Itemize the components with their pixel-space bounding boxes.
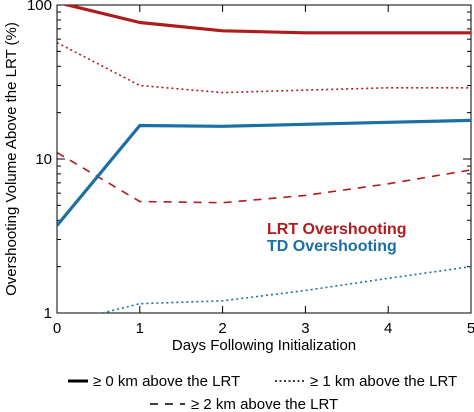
y-tick-label: 10: [35, 151, 52, 168]
annotation-td-overshooting: TD Overshooting: [267, 238, 397, 255]
x-tick-labels: 0 1 2 3 4 5: [53, 320, 474, 337]
series-lines: [57, 5, 471, 313]
y-tick-label: 1: [44, 305, 52, 322]
legend-label-0km: ≥ 0 km above the LRT: [93, 373, 240, 390]
legend-label-2km: ≥ 2 km above the LRT: [191, 396, 338, 412]
y-axis-title: Overshooting Volume Above the LRT (%): [3, 22, 20, 296]
annotation-lrt-overshooting: LRT Overshooting: [267, 221, 407, 238]
series-line-td-overshooting-dotted: [102, 265, 471, 313]
y-tick-label: 100: [27, 0, 52, 14]
series-line-lrt-overshooting-solid: [60, 5, 471, 35]
series-line-td-overshooting-solid: [57, 118, 471, 227]
x-tick-label: 4: [384, 320, 392, 337]
x-tick-label: 5: [467, 320, 474, 337]
plot-frame: [56, 4, 472, 314]
x-tick-label: 1: [136, 320, 144, 337]
x-tick-label: 2: [218, 320, 226, 337]
y-tick-labels: 1 10 100: [27, 0, 52, 322]
axis-ticks: [56, 4, 472, 314]
legend: ≥ 0 km above the LRT ≥ 1 km above the LR…: [68, 373, 457, 412]
x-tick-label: 3: [301, 320, 309, 337]
x-tick-label: 0: [53, 320, 61, 337]
legend-label-1km: ≥ 1 km above the LRT: [310, 373, 457, 390]
series-line-lrt-overshooting-dashed: [57, 151, 471, 204]
series-line-lrt-overshooting-dotted: [57, 41, 471, 94]
x-axis-title: Days Following Initialization: [172, 337, 356, 354]
